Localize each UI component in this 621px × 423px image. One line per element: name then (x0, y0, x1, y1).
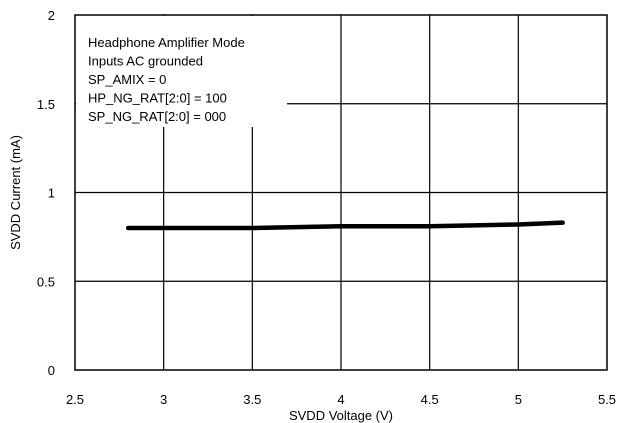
y-tick-label: 0.5 (37, 274, 55, 289)
annotation-line: SP_AMIX = 0 (88, 72, 166, 87)
x-tick-label: 4.5 (421, 392, 439, 407)
series-line (125, 220, 565, 231)
x-tick-label: 3 (160, 392, 167, 407)
plot-frame (74, 14, 608, 371)
y-tick-label: 2 (48, 8, 55, 23)
x-axis-label: SVDD Voltage (V) (289, 408, 393, 423)
y-axis-ticks: 0 0.5 1 1.5 2 (37, 8, 55, 378)
x-tick-label: 5 (515, 392, 522, 407)
annotation-line: SP_NG_RAT[2:0] = 000 (88, 109, 226, 124)
x-axis-ticks: 2.5 3 3.5 4 4.5 5 5.5 (66, 392, 616, 407)
annotation-line: HP_NG_RAT[2:0] = 100 (88, 91, 227, 106)
annotation-line: Headphone Amplifier Mode (88, 35, 245, 50)
y-tick-label: 1 (48, 186, 55, 201)
annotation: Headphone Amplifier Mode Inputs AC ground… (88, 35, 245, 124)
annotation-box (76, 16, 287, 127)
y-tick-label: 0 (48, 363, 55, 378)
series-layer (125, 220, 565, 231)
x-tick-label: 4 (337, 392, 344, 407)
y-axis-label: SVDD Current (mA) (8, 135, 23, 250)
annotation-line: Inputs AC grounded (88, 54, 203, 69)
x-tick-label: 3.5 (243, 392, 261, 407)
x-tick-label: 5.5 (598, 392, 616, 407)
y-tick-label: 1.5 (37, 97, 55, 112)
x-tick-label: 2.5 (66, 392, 84, 407)
